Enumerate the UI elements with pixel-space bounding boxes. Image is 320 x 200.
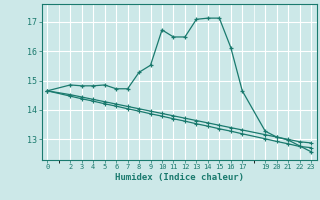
X-axis label: Humidex (Indice chaleur): Humidex (Indice chaleur) bbox=[115, 173, 244, 182]
